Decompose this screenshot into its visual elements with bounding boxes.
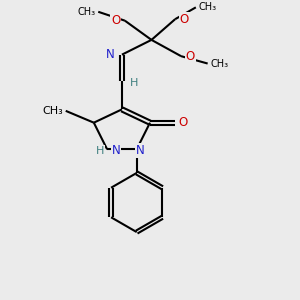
Text: CH₃: CH₃ [211, 58, 229, 68]
Text: H: H [130, 78, 138, 88]
Text: CH₃: CH₃ [77, 7, 95, 17]
Text: CH₃: CH₃ [42, 106, 63, 116]
Text: N: N [112, 144, 120, 157]
Text: N: N [136, 144, 145, 157]
Text: H: H [96, 146, 104, 156]
Text: O: O [185, 50, 195, 63]
Text: O: O [179, 116, 188, 129]
Text: CH₃: CH₃ [199, 2, 217, 12]
Text: O: O [111, 14, 120, 27]
Text: O: O [180, 13, 189, 26]
Text: N: N [106, 48, 115, 61]
